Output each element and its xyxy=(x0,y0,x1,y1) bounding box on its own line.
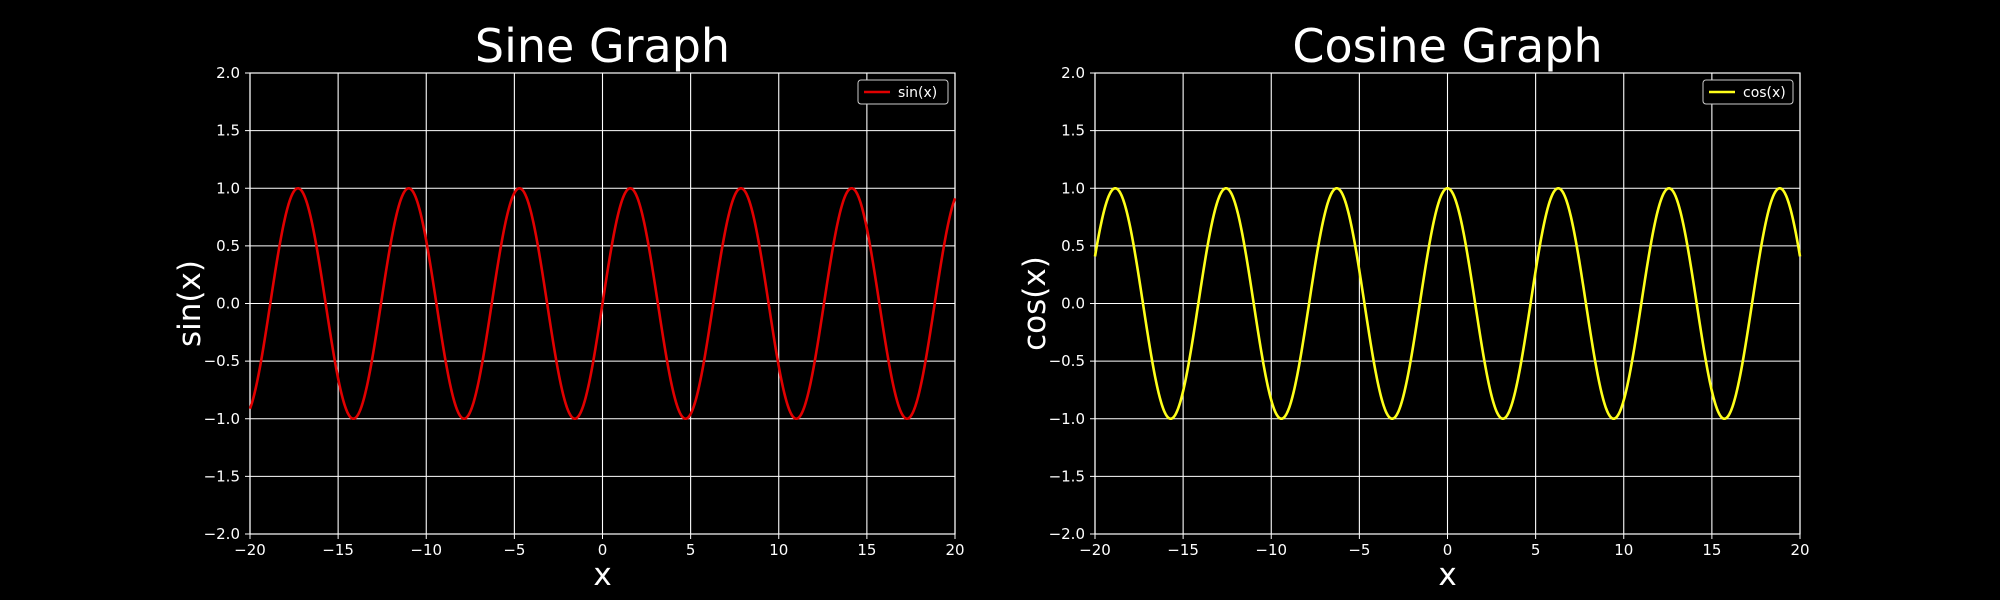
x-tick-label: 0 xyxy=(1443,541,1453,559)
y-tick-label: 0.0 xyxy=(1061,295,1085,313)
x-tick-label: −15 xyxy=(322,541,354,559)
x-tick-label: 20 xyxy=(1790,541,1809,559)
x-tick-label: −10 xyxy=(410,541,442,559)
x-tick-label: −5 xyxy=(1348,541,1370,559)
y-tick-label: −2.0 xyxy=(1049,525,1085,543)
legend-label: cos(x) xyxy=(1743,85,1786,101)
x-tick-label: −5 xyxy=(503,541,525,559)
y-tick-label: −1.5 xyxy=(1049,467,1085,485)
y-tick-label: 1.0 xyxy=(216,179,240,197)
legend-label: sin(x) xyxy=(898,85,937,101)
legend: cos(x) xyxy=(1702,79,1794,105)
y-axis-label: cos(x) xyxy=(1017,256,1053,351)
series-line xyxy=(1093,186,1802,421)
y-tick-label: −1.0 xyxy=(204,410,240,428)
cosine-chart: −20 −15 −10 −5 0 5 10 15 20 −2.0 −1.5 −1.0 −0.5 0.0 0.… xyxy=(1017,19,1810,593)
x-tick-label: −20 xyxy=(1079,541,1111,559)
y-tick-label: −1.0 xyxy=(1049,410,1085,428)
x-tick-label: −10 xyxy=(1255,541,1287,559)
x-tick-label: 10 xyxy=(769,541,788,559)
legend: sin(x) xyxy=(857,79,949,105)
legend-box xyxy=(1702,79,1794,105)
x-axis-label: x xyxy=(593,557,611,593)
x-tick-label: 5 xyxy=(686,541,696,559)
y-tick-label: 1.0 xyxy=(1061,179,1085,197)
y-tick-label: 0.0 xyxy=(216,295,240,313)
x-tick-label: 5 xyxy=(1531,541,1541,559)
y-tick-label: 2.0 xyxy=(216,64,240,82)
y-tick-label: 2.0 xyxy=(1061,64,1085,82)
y-tick-label: −2.0 xyxy=(204,525,240,543)
chart-title: Cosine Graph xyxy=(1292,19,1602,73)
x-tick-label: 10 xyxy=(1614,541,1633,559)
x-tick-label: −15 xyxy=(1167,541,1199,559)
series-line xyxy=(248,186,957,421)
sine-chart: −20 −15 −10 −5 0 5 10 15 20 −2.0 −1.5 −1.0 −0.5 0.0 0.… xyxy=(172,19,965,593)
chart-title: Sine Graph xyxy=(475,19,730,73)
x-tick-label: −20 xyxy=(234,541,266,559)
x-tick-label: 0 xyxy=(598,541,608,559)
x-tick-label: 15 xyxy=(1702,541,1721,559)
x-tick-label: 20 xyxy=(945,541,964,559)
y-tick-label: −0.5 xyxy=(204,352,240,370)
y-tick-label: 0.5 xyxy=(1061,237,1085,255)
y-tick-label: 1.5 xyxy=(216,122,240,140)
y-tick-label: −1.5 xyxy=(204,467,240,485)
y-tick-label: −0.5 xyxy=(1049,352,1085,370)
y-tick-label: 0.5 xyxy=(216,237,240,255)
x-axis-label: x xyxy=(1438,557,1456,593)
legend-box xyxy=(857,79,949,105)
y-tick-label: 1.5 xyxy=(1061,122,1085,140)
y-axis-label: sin(x) xyxy=(172,260,208,347)
x-tick-label: 15 xyxy=(857,541,876,559)
